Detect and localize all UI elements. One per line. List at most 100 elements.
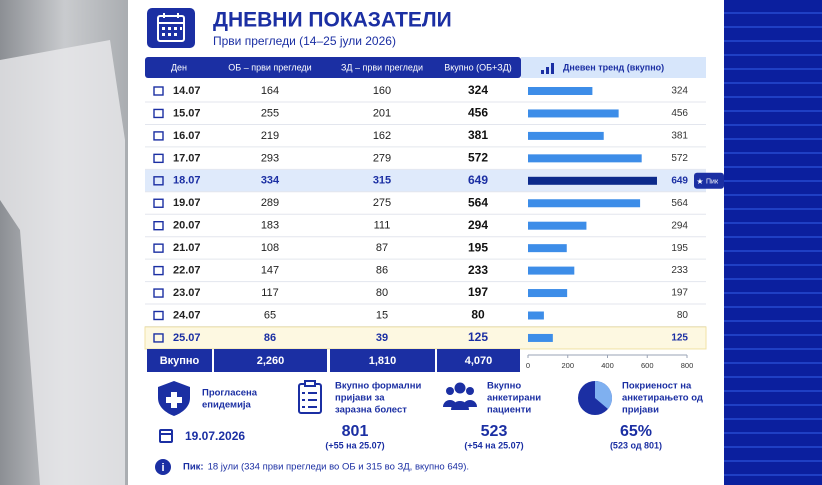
- bar-label: 125: [671, 333, 688, 344]
- day: 18.07: [173, 175, 201, 187]
- bar-label: 233: [671, 265, 688, 276]
- total-label: 4,070: [465, 355, 493, 367]
- info-text: пријави за: [335, 393, 385, 404]
- bar-label: 324: [671, 86, 688, 97]
- bar: [528, 311, 544, 320]
- info-text: Вкупно формални: [335, 381, 421, 392]
- row-icon: [153, 243, 164, 253]
- table-header: [145, 57, 521, 78]
- total-label: 1,810: [369, 355, 397, 367]
- info-note: (+54 на 25.07): [464, 440, 523, 450]
- info-text: анкетирањето од: [622, 393, 703, 404]
- column-header: ЗД – први прегледи: [341, 62, 423, 72]
- ob-value: 289: [261, 197, 279, 209]
- day: 24.07: [173, 309, 201, 321]
- info-glyph: i: [161, 462, 164, 474]
- info-text: пациенти: [487, 405, 531, 416]
- ob-value: 334: [261, 175, 280, 187]
- day: 19.07: [173, 197, 201, 209]
- info-text: епидемија: [202, 400, 252, 411]
- day: 22.07: [173, 265, 201, 277]
- ob-value: 293: [261, 152, 279, 164]
- zd-value: 201: [373, 107, 391, 119]
- info-text: Прогласена: [202, 388, 258, 399]
- row-icon: [153, 288, 164, 298]
- bar-label: 564: [671, 198, 688, 209]
- peak-label: Пик: [706, 179, 719, 186]
- calendar-glyph: [157, 13, 185, 42]
- content: Ден ОБ – први прегледи ЗД – први прегледи В…: [144, 62, 707, 473]
- bar: [528, 333, 553, 342]
- bar-label: 456: [671, 108, 688, 119]
- total-value: 294: [468, 218, 488, 232]
- total-value: 381: [468, 128, 488, 142]
- total-cell: [437, 349, 520, 372]
- row-icon: [153, 333, 164, 343]
- total-label: 2,260: [257, 355, 285, 367]
- day: 23.07: [173, 287, 201, 299]
- clipboard-icon: [298, 380, 322, 414]
- total-cell: [147, 349, 212, 372]
- zd-value: 15: [376, 309, 388, 321]
- pie-icon: [578, 380, 613, 415]
- bar-label: 197: [671, 288, 688, 299]
- column-header: Вкупно (ОБ+ЗД): [444, 62, 512, 72]
- total-value: 456: [468, 106, 488, 120]
- ob-value: 219: [261, 130, 279, 142]
- bar: [528, 199, 641, 208]
- zd-value: 315: [373, 175, 391, 187]
- bar-label: 80: [677, 310, 689, 321]
- bar: [528, 154, 642, 163]
- info-note: (+55 на 25.07): [325, 440, 384, 450]
- peak-star: ★: [696, 177, 703, 186]
- day: 21.07: [173, 242, 201, 254]
- info-value: 801: [342, 423, 369, 440]
- zd-value: 162: [373, 130, 391, 142]
- ob-value: 183: [261, 220, 279, 232]
- bar-label: 294: [671, 220, 688, 231]
- total-cell: [214, 349, 327, 372]
- row-icon: [153, 86, 164, 96]
- ob-value: 117: [261, 287, 279, 299]
- row-icon: [153, 265, 164, 276]
- info-note: (523 од 801): [610, 440, 662, 450]
- zd-value: 86: [376, 265, 388, 277]
- zd-value: 39: [376, 332, 388, 344]
- bar-label: 649: [671, 175, 688, 186]
- background-figure: [0, 40, 125, 485]
- calendar-dots: [162, 27, 182, 36]
- total-value: 572: [468, 151, 488, 165]
- bar-label: 195: [671, 243, 688, 254]
- info-text: Покриеност на: [622, 381, 692, 392]
- row-icon: [153, 198, 164, 208]
- day: 25.07: [173, 332, 201, 344]
- bar: [528, 87, 593, 95]
- bar-label: 572: [671, 153, 688, 164]
- day: 16.07: [173, 130, 201, 142]
- total-cell: [330, 349, 435, 372]
- x-tick-label: 200: [561, 361, 574, 370]
- peak-badge: [694, 172, 724, 189]
- day: 14.07: [173, 85, 201, 97]
- day: 20.07: [173, 220, 201, 232]
- background-right: [722, 0, 822, 485]
- total-value: 324: [468, 83, 488, 97]
- total-value: 197: [468, 285, 488, 299]
- shield-cross: [166, 392, 182, 408]
- day: 15.07: [173, 107, 201, 119]
- bar: [528, 244, 567, 253]
- bar: [528, 289, 568, 298]
- info-value: 65%: [620, 423, 652, 440]
- info-value: 523: [481, 423, 508, 440]
- zd-value: 111: [374, 220, 391, 232]
- footer-label: Пик:: [183, 462, 204, 473]
- people-icon: [443, 382, 477, 410]
- column-header: ОБ – први прегледи: [228, 62, 311, 72]
- peak-row: [145, 169, 706, 192]
- total-value: 649: [468, 173, 488, 187]
- trend-icon: [541, 63, 554, 74]
- zd-value: 80: [376, 287, 388, 299]
- bar: [528, 221, 587, 230]
